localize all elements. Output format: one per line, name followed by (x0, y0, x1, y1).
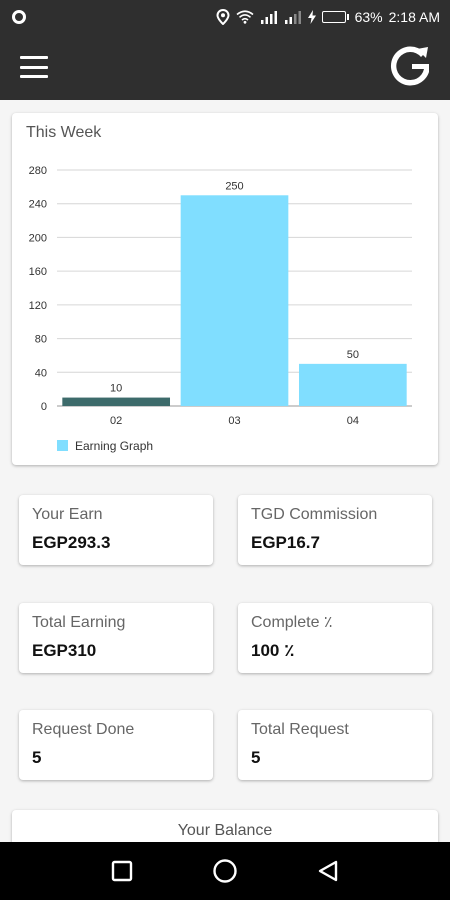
status-bar: 63% 2:18 AM (0, 0, 450, 34)
charging-icon (307, 10, 316, 24)
y-tick-label: 40 (35, 367, 47, 379)
y-tick-label: 240 (29, 199, 47, 211)
bar-value-label: 250 (225, 180, 243, 192)
triangle-back-icon (319, 860, 338, 882)
g-logo-icon (388, 45, 432, 89)
x-tick-label: 03 (228, 415, 240, 427)
tgd-commission-label: TGD Commission (251, 506, 378, 523)
battery-percent: 63% (354, 9, 383, 25)
tgd-commission-value: EGP16.7 (251, 533, 320, 552)
your-earn-label: Your Earn (32, 506, 103, 523)
status-right: 63% 2:18 AM (216, 9, 440, 25)
legend-label: Earning Graph (75, 439, 153, 453)
y-tick-label: 200 (29, 232, 47, 244)
status-left (12, 10, 26, 24)
circle-icon (213, 859, 237, 883)
balance-label: Your Balance (177, 822, 273, 839)
hamburger-icon[interactable] (20, 56, 48, 78)
back-button[interactable] (313, 856, 343, 886)
navigation-bar (0, 842, 450, 900)
location-icon (216, 9, 230, 25)
your-earn-value: EGP293.3 (32, 533, 111, 552)
request-done-value: 5 (32, 748, 42, 767)
total-earning-value: EGP310 (32, 641, 97, 660)
y-tick-label: 160 (29, 266, 47, 278)
bar-value-label: 10 (110, 383, 122, 395)
bar-value-label: 50 (347, 349, 359, 361)
complete-card: Complete ٪ 100 ٪ (238, 603, 432, 673)
x-tick-label: 02 (110, 415, 122, 427)
square-icon (111, 860, 132, 882)
signal-icon-2 (284, 10, 302, 24)
earning-bar-chart: 0 40 80 120 160 200 240 280 10 02 250 03 50 04 Earning… (29, 165, 412, 453)
recent-apps-button[interactable] (107, 856, 137, 886)
total-earning-card: Total Earning EGP310 (19, 603, 213, 673)
app-bar (0, 34, 450, 100)
weekly-chart-card: This Week 0 40 80 120 160 200 240 280 10 02 250 03 5… (12, 113, 438, 465)
complete-value: 100 ٪ (251, 641, 295, 660)
chart-title: This Week (26, 124, 102, 141)
request-done-label: Request Done (32, 721, 135, 738)
home-button[interactable] (210, 856, 240, 886)
y-tick-label: 120 (29, 300, 47, 312)
bar (62, 397, 171, 406)
total-request-value: 5 (251, 748, 261, 767)
total-request-label: Total Request (251, 721, 349, 738)
bar (298, 363, 407, 406)
request-done-card: Request Done 5 (19, 710, 213, 780)
signal-icon (260, 10, 278, 24)
y-tick-label: 0 (41, 401, 47, 413)
your-earn-card: Your Earn EGP293.3 (19, 495, 213, 565)
y-tick-label: 80 (35, 334, 47, 346)
total-earning-label: Total Earning (32, 614, 126, 631)
clock: 2:18 AM (388, 9, 440, 25)
total-request-card: Total Request 5 (238, 710, 432, 780)
wifi-icon (236, 10, 254, 24)
legend-swatch (57, 440, 68, 451)
complete-label: Complete ٪ (251, 614, 333, 631)
x-tick-label: 04 (347, 415, 359, 427)
battery-icon (321, 11, 349, 23)
y-tick-label: 280 (29, 165, 47, 177)
notification-dot-icon (12, 10, 26, 24)
bar (180, 195, 289, 406)
tgd-commission-card: TGD Commission EGP16.7 (238, 495, 432, 565)
